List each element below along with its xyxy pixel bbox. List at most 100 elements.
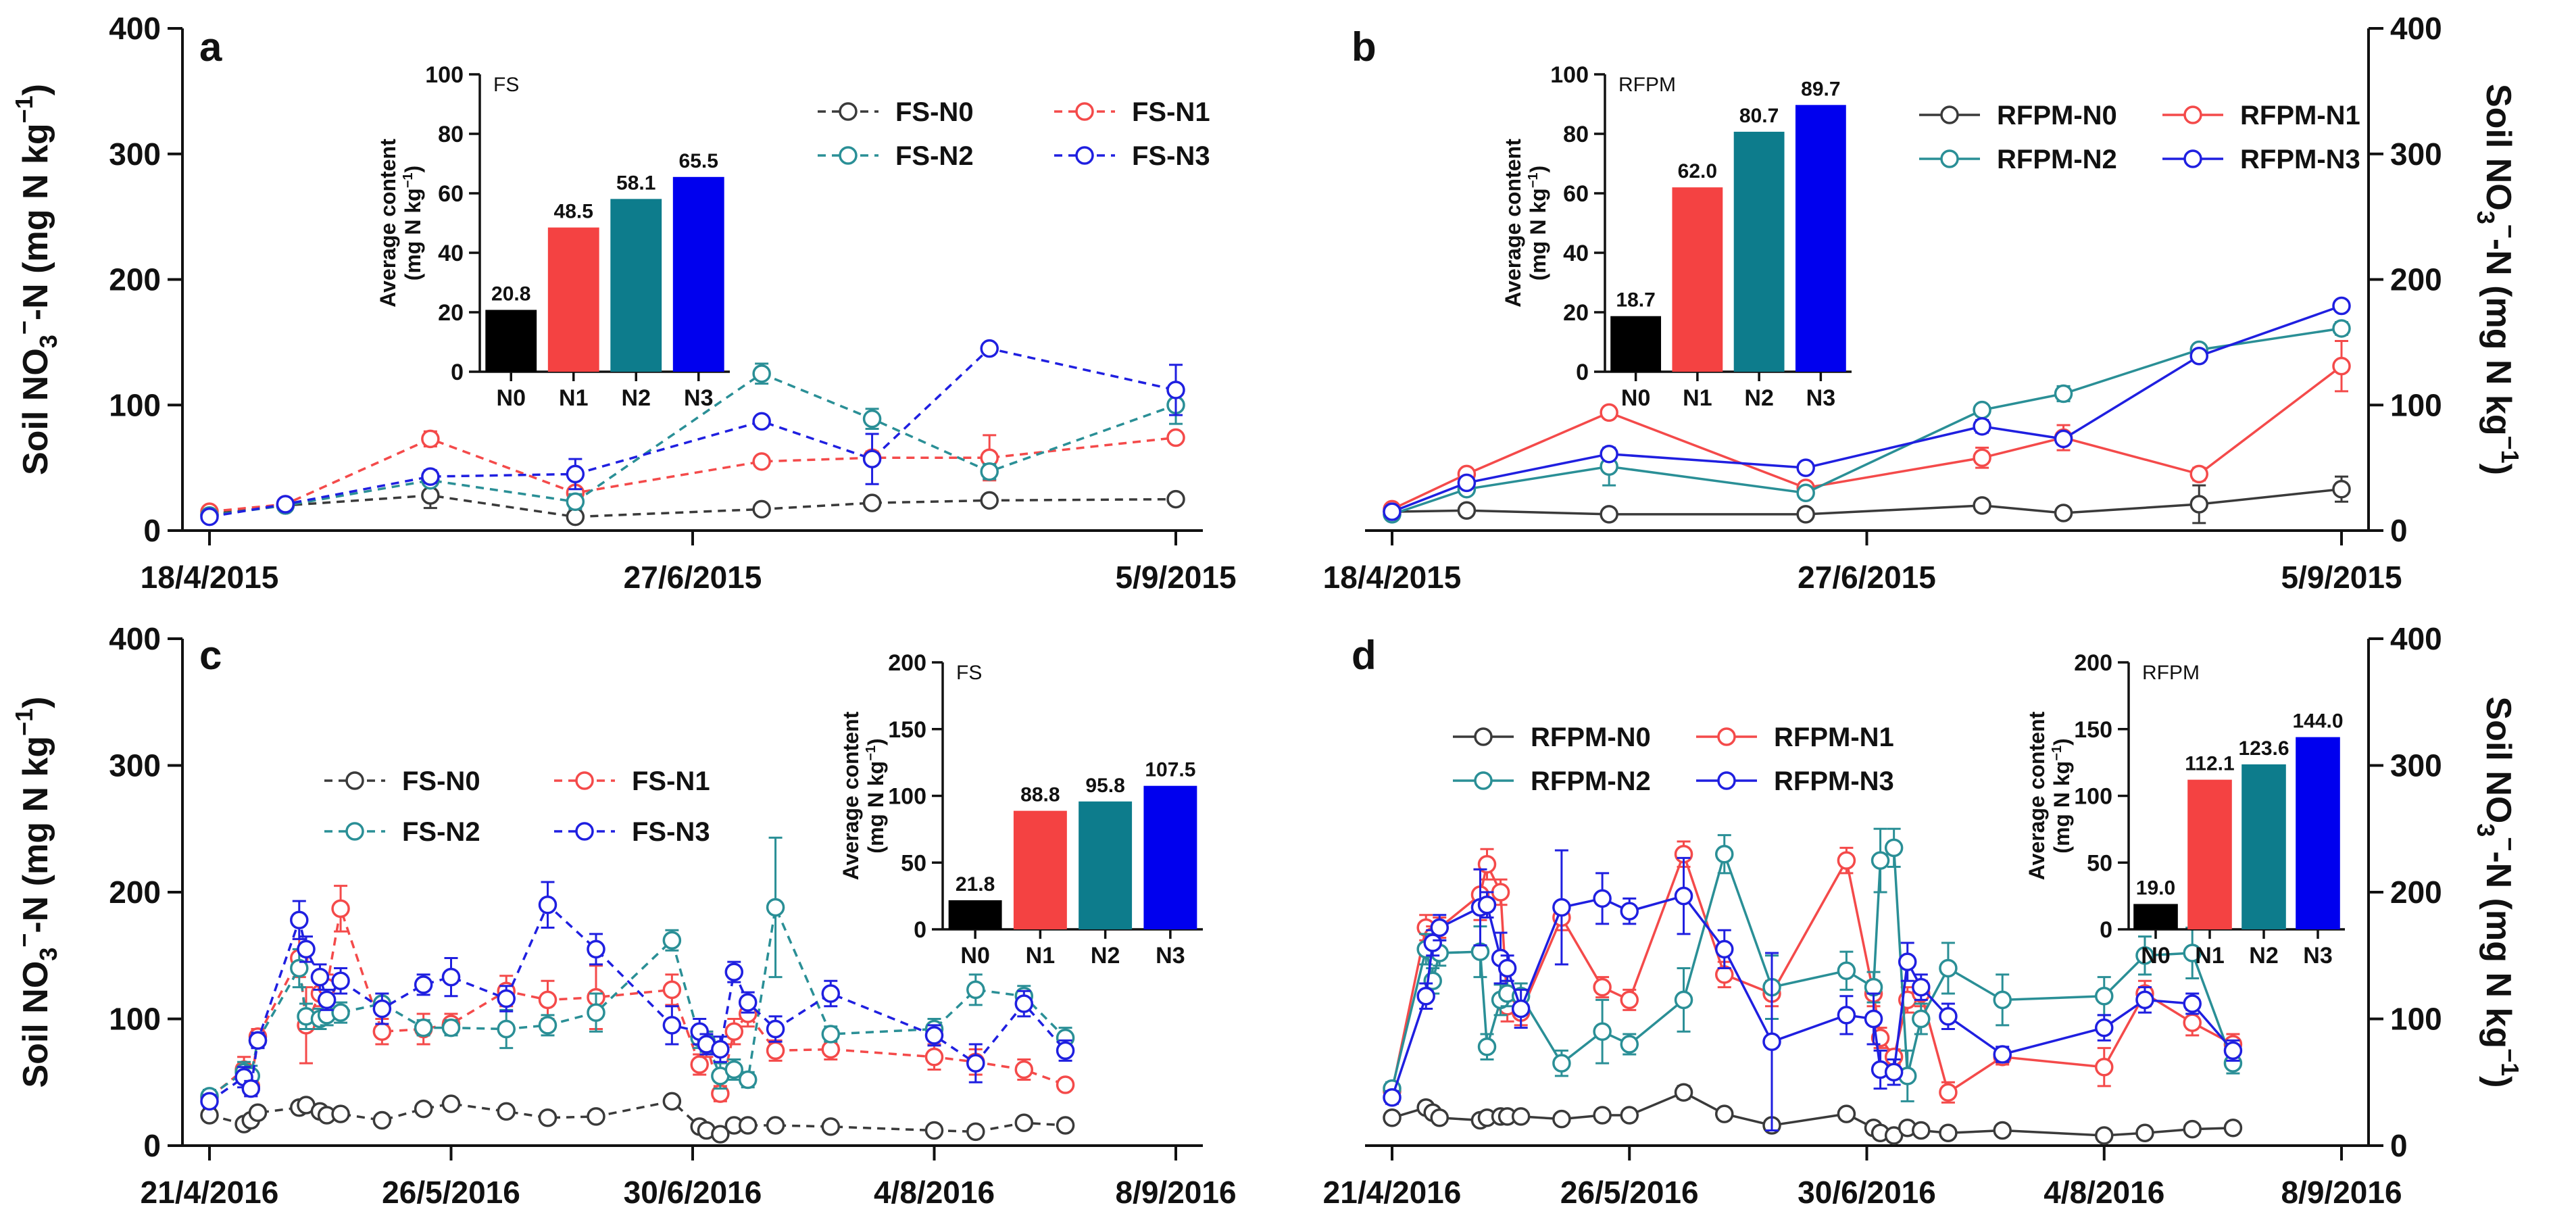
y-tick-label: 300 <box>2390 137 2442 172</box>
y-tick-label: 100 <box>2390 387 2442 422</box>
data-point-FS-N3 <box>310 967 330 987</box>
y-tick-label: 100 <box>109 387 161 422</box>
data-point-RFPM-N3 <box>1416 987 1435 1006</box>
data-point-RFPM-N0 <box>1430 1108 1449 1127</box>
data-point-RFPM-N0 <box>1457 501 1477 520</box>
inset-y-label-part: ) <box>1526 166 1550 173</box>
data-point-FS-N2 <box>980 462 999 481</box>
data-point-FS-N0 <box>924 1121 944 1140</box>
inset-y-label: Average content <box>1501 139 1525 308</box>
data-point-RFPM-N1 <box>2189 464 2208 484</box>
data-point-FS-N1 <box>421 429 440 449</box>
inset-y-tick-label: 40 <box>1563 241 1589 266</box>
data-point-RFPM-N1 <box>2332 356 2351 376</box>
data-point-RFPM-N0 <box>1715 1104 1734 1123</box>
data-point-RFPM-N2 <box>1912 1009 1931 1029</box>
legend-marker <box>2183 149 2202 168</box>
y-axis-label: Soil NO3−-N (mg N kg−1) <box>2472 697 2524 1088</box>
data-point-RFPM-N3 <box>1993 1045 2012 1064</box>
bar-value-label: 95.8 <box>1085 775 1124 797</box>
x-tick-label: 30/6/2016 <box>624 1175 762 1210</box>
legend-label: FS-N2 <box>402 817 480 847</box>
inset-y-tick-label: 150 <box>2074 717 2112 743</box>
data-point-FS-N3 <box>200 507 219 527</box>
legend: FS-N0 FS-N1 FS-N2 FS-N3 <box>818 97 1210 171</box>
data-point-FS-N3 <box>276 495 295 514</box>
legend-label: RFPM-N3 <box>2240 145 2360 174</box>
data-point-RFPM-N2 <box>1837 961 1856 980</box>
inset-y-tick-label: 200 <box>2074 650 2112 676</box>
data-point-FS-N0 <box>738 1116 758 1135</box>
data-point-RFPM-N3 <box>1837 1006 1856 1025</box>
bar-N2 <box>1733 131 1785 372</box>
bar-N3 <box>1795 105 1846 372</box>
data-point-FS-N0 <box>421 486 440 505</box>
y-axis-label-part: Soil NO <box>2479 697 2518 824</box>
series-line-FS-N0 <box>209 1100 1066 1135</box>
series-line-FS-N0 <box>209 494 1176 518</box>
bar-N2 <box>610 199 662 372</box>
data-point-RFPM-N1 <box>1939 1083 1958 1102</box>
panel-c: 0 100 200 300 400 21/4/2016 26/5/2016 30/6/2016… <box>10 621 1237 1210</box>
data-point-RFPM-N0 <box>2332 479 2351 499</box>
data-point-RFPM-N3 <box>1939 1007 1958 1026</box>
data-point-FS-N3 <box>317 990 337 1010</box>
data-point-FS-N0 <box>248 1103 268 1122</box>
legend-marker <box>1474 727 1493 746</box>
y-tick-label: 400 <box>2390 11 2442 46</box>
data-point-RFPM-N1 <box>1593 977 1612 997</box>
y-axis-label-sup: −1 <box>2496 1048 2524 1076</box>
data-point-FS-N3 <box>290 910 309 929</box>
y-axis-label-part: Soil NO <box>2479 84 2518 211</box>
data-point-FS-N0 <box>497 1102 516 1121</box>
data-point-RFPM-N0 <box>1939 1123 1958 1142</box>
data-point-FS-N0 <box>331 1104 350 1123</box>
inset-y-label-unit: (mg N kg−1) <box>1526 166 1550 280</box>
panel-d: 0 100 200 300 400 21/4/2016 26/5/2016 30/6/2016… <box>1323 621 2524 1210</box>
data-point-RFPM-N1 <box>2095 1058 2114 1077</box>
inset-x-tick-label: N1 <box>1683 385 1712 411</box>
inset-y-tick-label: 40 <box>438 241 464 266</box>
y-axis-label-part: -N (mg N kg <box>16 123 55 320</box>
inset-x-tick-label: N3 <box>1156 943 1185 969</box>
inset-y-tick-label: 100 <box>888 784 926 810</box>
legend-label: FS-N0 <box>895 97 974 127</box>
inset-y-label-part: (mg N kg <box>401 188 425 280</box>
x-tick-label: 21/4/2016 <box>1323 1175 1462 1210</box>
x-tick-label: 18/4/2015 <box>141 560 279 595</box>
y-axis-label-part: -N (mg N kg <box>2479 239 2518 436</box>
data-point-FS-N2 <box>331 1003 350 1022</box>
data-point-FS-N3 <box>248 1031 268 1050</box>
data-point-FS-N3 <box>924 1026 944 1045</box>
legend-label: FS-N0 <box>402 766 480 796</box>
data-point-FS-N1 <box>1056 1075 1075 1094</box>
data-point-RFPM-N3 <box>1497 958 1517 978</box>
inset-x-tick-label: N2 <box>1744 385 1773 411</box>
data-point-RFPM-N3 <box>1430 918 1449 937</box>
series-line-RFPM-N2 <box>1391 845 2235 1090</box>
data-point-RFPM-N0 <box>1973 496 1991 515</box>
y-axis-label-part: ) <box>2479 1076 2518 1087</box>
legend-marker <box>1075 102 1094 121</box>
series-line-RFPM-N2 <box>1391 327 2342 516</box>
data-point-FS-N3 <box>738 993 758 1012</box>
data-point-FS-N2 <box>497 1019 516 1039</box>
data-point-RFPM-N3 <box>1674 886 1693 906</box>
data-point-FS-N3 <box>966 1054 985 1073</box>
inset-x-tick-label: N0 <box>1621 385 1650 411</box>
x-tick-label: 4/8/2016 <box>2044 1175 2164 1210</box>
data-point-RFPM-N0 <box>2054 504 2073 522</box>
inset-y-tick-label: 150 <box>888 717 926 743</box>
y-tick-label: 200 <box>109 262 161 297</box>
data-point-FS-N1 <box>372 1022 392 1041</box>
inset-bar-chart: 0 20 40 60 80 100 RFPM Average content (mg N kg−… <box>1501 62 1852 411</box>
data-point-RFPM-N3 <box>1600 444 1618 464</box>
data-point-RFPM-N2 <box>1552 1054 1571 1073</box>
data-point-RFPM-N1 <box>1491 883 1510 902</box>
bar-N3 <box>2296 737 2340 929</box>
data-point-RFPM-N3 <box>1511 999 1531 1019</box>
inset-y-label-unit: (mg N kg−1) <box>401 166 425 280</box>
data-point-FS-N3 <box>414 975 433 994</box>
legend-marker <box>345 822 364 841</box>
